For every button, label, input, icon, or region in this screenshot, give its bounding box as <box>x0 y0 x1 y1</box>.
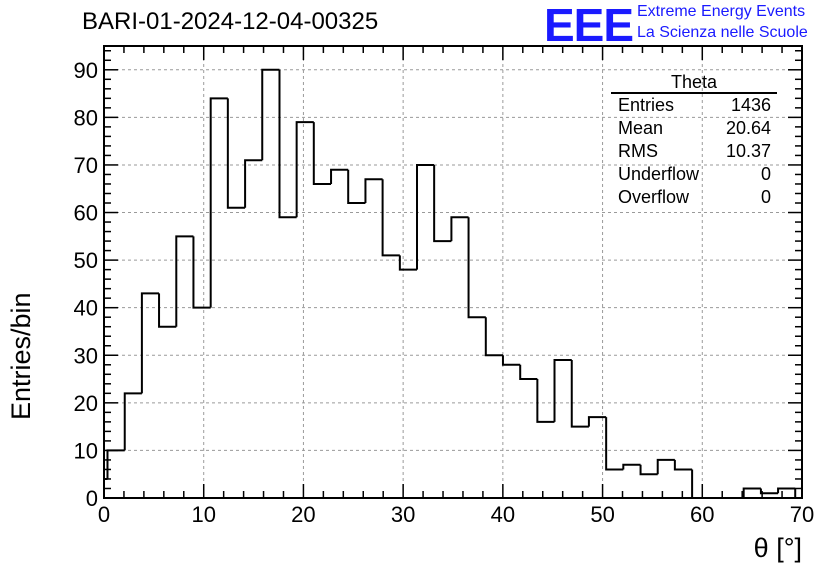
y-axis-label: Entries/bin <box>6 292 36 420</box>
histogram-bin <box>777 487 796 494</box>
histogram-bin <box>158 293 177 328</box>
x-axis-label: θ [°] <box>753 533 802 563</box>
histogram-bin <box>501 355 521 366</box>
y-tick-label: 10 <box>74 438 98 463</box>
stats-value: 10.37 <box>725 141 771 161</box>
histogram-bin <box>484 317 503 357</box>
histogram-bin <box>278 69 297 219</box>
histogram-bin <box>106 449 125 479</box>
histogram-bin <box>381 179 400 257</box>
logo-subtitle-1: Extreme Energy Events <box>637 3 806 20</box>
logo-subtitle-2: La Scienza nelle Scuole <box>637 24 808 41</box>
histogram-bin <box>226 98 246 209</box>
stats-value: 0 <box>760 187 771 207</box>
histogram-bin <box>673 459 693 471</box>
histogram-bin <box>123 392 142 451</box>
y-tick-label: 90 <box>74 58 98 83</box>
histogram-bin <box>175 235 194 327</box>
histogram-bin <box>244 159 263 208</box>
histogram-bin <box>364 178 383 204</box>
histogram-bin <box>553 359 572 422</box>
x-tick-label: 50 <box>590 502 614 527</box>
histogram-bin <box>209 97 228 308</box>
stats-row: Overflow 0 <box>611 186 777 209</box>
x-tick-label: 20 <box>291 502 315 527</box>
x-tick-label: 30 <box>391 502 415 527</box>
stats-row: Underflow 0 <box>611 163 777 186</box>
stats-row: Entries 1436 <box>611 94 777 117</box>
stats-value: 20.64 <box>725 118 771 138</box>
stats-label: RMS <box>618 141 658 161</box>
histogram-bin <box>587 416 607 427</box>
y-tick-label: 30 <box>74 343 98 368</box>
x-tick-label: 10 <box>191 502 215 527</box>
grid <box>104 46 802 498</box>
histogram-bin <box>347 169 366 205</box>
y-tick-label: 0 <box>86 486 98 511</box>
histogram-bin <box>192 236 211 309</box>
histogram-bin <box>312 122 332 185</box>
histogram-bin <box>605 417 624 471</box>
histogram-bin <box>330 168 349 184</box>
histogram-bin <box>261 68 280 161</box>
histogram-bin <box>759 488 779 495</box>
histogram-bin <box>536 379 555 423</box>
histogram-bins <box>103 68 802 499</box>
stats-title: Theta <box>611 72 777 94</box>
stats-row: RMS 10.37 <box>611 140 777 163</box>
histogram-bin <box>450 216 469 242</box>
histogram-bin <box>519 364 538 381</box>
histogram-bin <box>639 464 658 476</box>
stats-label: Mean <box>618 118 664 138</box>
histogram-bin <box>656 458 675 475</box>
y-tick-label: 50 <box>74 248 98 273</box>
stats-box: Theta Entries 1436 Mean 20.64 RMS 10.37 Und… <box>611 72 777 209</box>
x-tick-label: 40 <box>491 502 515 527</box>
plot-frame <box>103 45 803 499</box>
axes: 0 10 20 30 40 50 60 70 0 10 20 30 40 50 60 70 80 90 <box>74 45 814 527</box>
histogram-bin <box>622 463 641 470</box>
y-tick-label: 20 <box>74 391 98 416</box>
histogram-bin <box>570 360 589 428</box>
histogram-bin <box>691 469 710 499</box>
histogram-bin <box>433 164 452 243</box>
histogram-bin <box>742 487 761 498</box>
histogram-bin <box>467 217 486 319</box>
x-tick-label: 0 <box>98 502 110 527</box>
stats-value: 1436 <box>730 95 771 115</box>
x-tick-label: 60 <box>690 502 714 527</box>
y-tick-label: 60 <box>74 201 98 226</box>
stats-label: Overflow <box>618 187 690 207</box>
stats-value: 0 <box>760 164 771 184</box>
histogram-bin <box>416 163 435 270</box>
histogram-bin <box>140 292 160 394</box>
y-tick-label: 40 <box>74 296 98 321</box>
x-tick-label: 70 <box>790 502 814 527</box>
stats-label: Underflow <box>618 164 700 184</box>
y-tick-label: 80 <box>74 105 98 130</box>
histogram-bin <box>295 121 314 218</box>
run-title: BARI-01-2024-12-04-00325 <box>82 8 379 35</box>
histogram-bin <box>794 488 802 499</box>
eee-logo: EEE <box>544 0 634 51</box>
histogram-bin <box>398 255 418 271</box>
stats-label: Entries <box>618 95 675 115</box>
y-tick-label: 70 <box>74 153 98 178</box>
stats-row: Mean 20.64 <box>611 117 777 140</box>
